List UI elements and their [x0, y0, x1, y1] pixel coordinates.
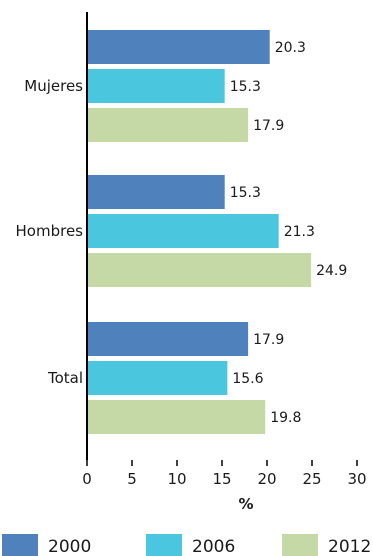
x-tick-label-30: 30 — [347, 470, 366, 488]
legend-label-2000: 2000 — [48, 537, 91, 556]
bar-total-2012 — [87, 400, 266, 434]
data-label-total-2012: 19.8 — [270, 410, 301, 426]
data-label-hombres-2006: 21.3 — [284, 224, 315, 240]
category-label-hombres: Hombres — [16, 222, 84, 240]
bar-hombres-2006 — [87, 214, 279, 248]
legend: 2000 2006 2012 — [2, 534, 371, 556]
x-tick-label-15: 15 — [212, 470, 231, 488]
bar-hombres-2012 — [87, 253, 312, 287]
data-labels-group: 20.3 15.3 17.9 15.3 21.3 24.9 17.9 15.6 19.8 — [230, 40, 348, 426]
bar-mujeres-2012 — [87, 108, 249, 142]
data-label-hombres-2012: 24.9 — [316, 263, 347, 279]
data-label-mujeres-2000: 20.3 — [275, 40, 306, 56]
x-tick-label-25: 25 — [302, 470, 321, 488]
legend-swatch-2012 — [282, 534, 318, 556]
x-axis-title: % — [238, 495, 253, 513]
data-label-hombres-2000: 15.3 — [230, 185, 261, 201]
data-label-total-2000: 17.9 — [253, 332, 284, 348]
category-label-mujeres: Mujeres — [24, 77, 83, 95]
legend-label-2006: 2006 — [192, 537, 235, 556]
legend-swatch-2006 — [146, 534, 182, 556]
x-tick-label-10: 10 — [167, 470, 186, 488]
bar-total-2000 — [87, 322, 249, 356]
x-tick-label-0: 0 — [82, 470, 92, 488]
data-label-mujeres-2012: 17.9 — [253, 118, 284, 134]
bars-group — [87, 30, 312, 434]
data-label-mujeres-2006: 15.3 — [230, 79, 261, 95]
bar-mujeres-2000 — [87, 30, 270, 64]
category-labels-group: Mujeres Hombres Total — [16, 77, 84, 387]
x-axis-ticks-group: 0 5 10 15 20 25 30 — [82, 460, 367, 488]
bar-mujeres-2006 — [87, 69, 225, 103]
x-tick-label-5: 5 — [127, 470, 137, 488]
x-tick-label-20: 20 — [257, 470, 276, 488]
legend-swatch-2000 — [2, 534, 38, 556]
bar-total-2006 — [87, 361, 228, 395]
category-label-total: Total — [47, 369, 83, 387]
data-label-total-2006: 15.6 — [232, 371, 263, 387]
legend-label-2012: 2012 — [328, 537, 371, 556]
bar-hombres-2000 — [87, 175, 225, 209]
